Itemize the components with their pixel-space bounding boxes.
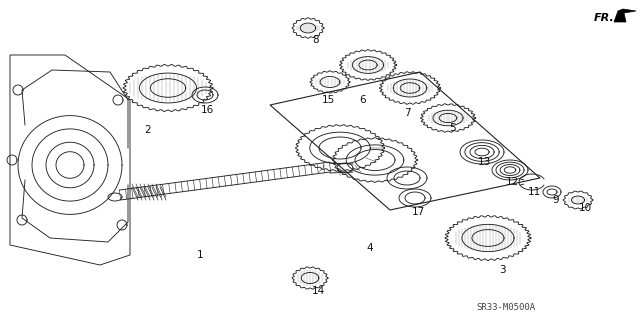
Text: 17: 17 <box>412 207 424 217</box>
Text: 7: 7 <box>404 108 410 118</box>
Text: 1: 1 <box>196 250 204 260</box>
Text: 16: 16 <box>200 105 214 115</box>
Text: 2: 2 <box>145 125 151 135</box>
Text: 8: 8 <box>313 35 319 45</box>
Text: FR.: FR. <box>594 13 615 23</box>
Text: 11: 11 <box>527 187 541 197</box>
Text: 14: 14 <box>312 286 324 296</box>
Text: 5: 5 <box>449 123 455 133</box>
Text: 13: 13 <box>477 157 491 167</box>
Text: 3: 3 <box>499 265 506 275</box>
Text: 6: 6 <box>360 95 366 105</box>
Text: 4: 4 <box>367 243 373 253</box>
Text: 15: 15 <box>321 95 335 105</box>
Text: 12: 12 <box>506 177 518 187</box>
Polygon shape <box>614 9 636 22</box>
Text: 10: 10 <box>579 203 591 213</box>
Text: SR33-M0500A: SR33-M0500A <box>476 303 535 313</box>
Text: 9: 9 <box>553 195 559 205</box>
